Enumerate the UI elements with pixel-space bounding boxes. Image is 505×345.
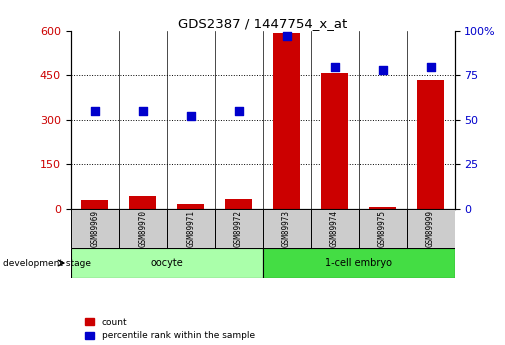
Text: GSM89999: GSM89999 (426, 210, 435, 247)
Bar (311, 209, 359, 248)
Legend: count, percentile rank within the sample: count, percentile rank within the sample (85, 318, 255, 341)
Point (234, 108, 243, 114)
Bar (417, 80, 444, 209)
Text: GSM89975: GSM89975 (378, 210, 387, 247)
Text: GSM89969: GSM89969 (90, 210, 99, 247)
Point (138, 108, 146, 114)
Point (283, 33, 291, 39)
Bar (407, 209, 454, 248)
Bar (263, 209, 311, 248)
Bar (129, 196, 156, 209)
Bar (321, 72, 348, 209)
Bar (369, 207, 396, 209)
Point (426, 64, 434, 69)
Text: development stage: development stage (3, 258, 90, 268)
Bar (177, 204, 204, 209)
Point (379, 67, 387, 73)
Point (330, 64, 338, 69)
Bar (359, 209, 407, 248)
Bar (119, 209, 167, 248)
Bar (263, 248, 454, 278)
Text: GSM89971: GSM89971 (186, 210, 195, 247)
Bar (167, 209, 215, 248)
Point (187, 114, 195, 119)
Text: GSM89974: GSM89974 (330, 210, 339, 247)
Text: 1-cell embryo: 1-cell embryo (325, 258, 392, 268)
Bar (71, 209, 119, 248)
Bar (225, 199, 252, 209)
Bar (81, 200, 108, 209)
Bar (273, 32, 300, 209)
Text: oocyte: oocyte (150, 258, 183, 268)
Text: GSM89973: GSM89973 (282, 210, 291, 247)
Bar (215, 209, 263, 248)
Title: GDS2387 / 1447754_x_at: GDS2387 / 1447754_x_at (178, 17, 347, 30)
Bar (71, 248, 263, 278)
Text: GSM89972: GSM89972 (234, 210, 243, 247)
Point (91, 108, 99, 114)
Text: GSM89970: GSM89970 (138, 210, 147, 247)
